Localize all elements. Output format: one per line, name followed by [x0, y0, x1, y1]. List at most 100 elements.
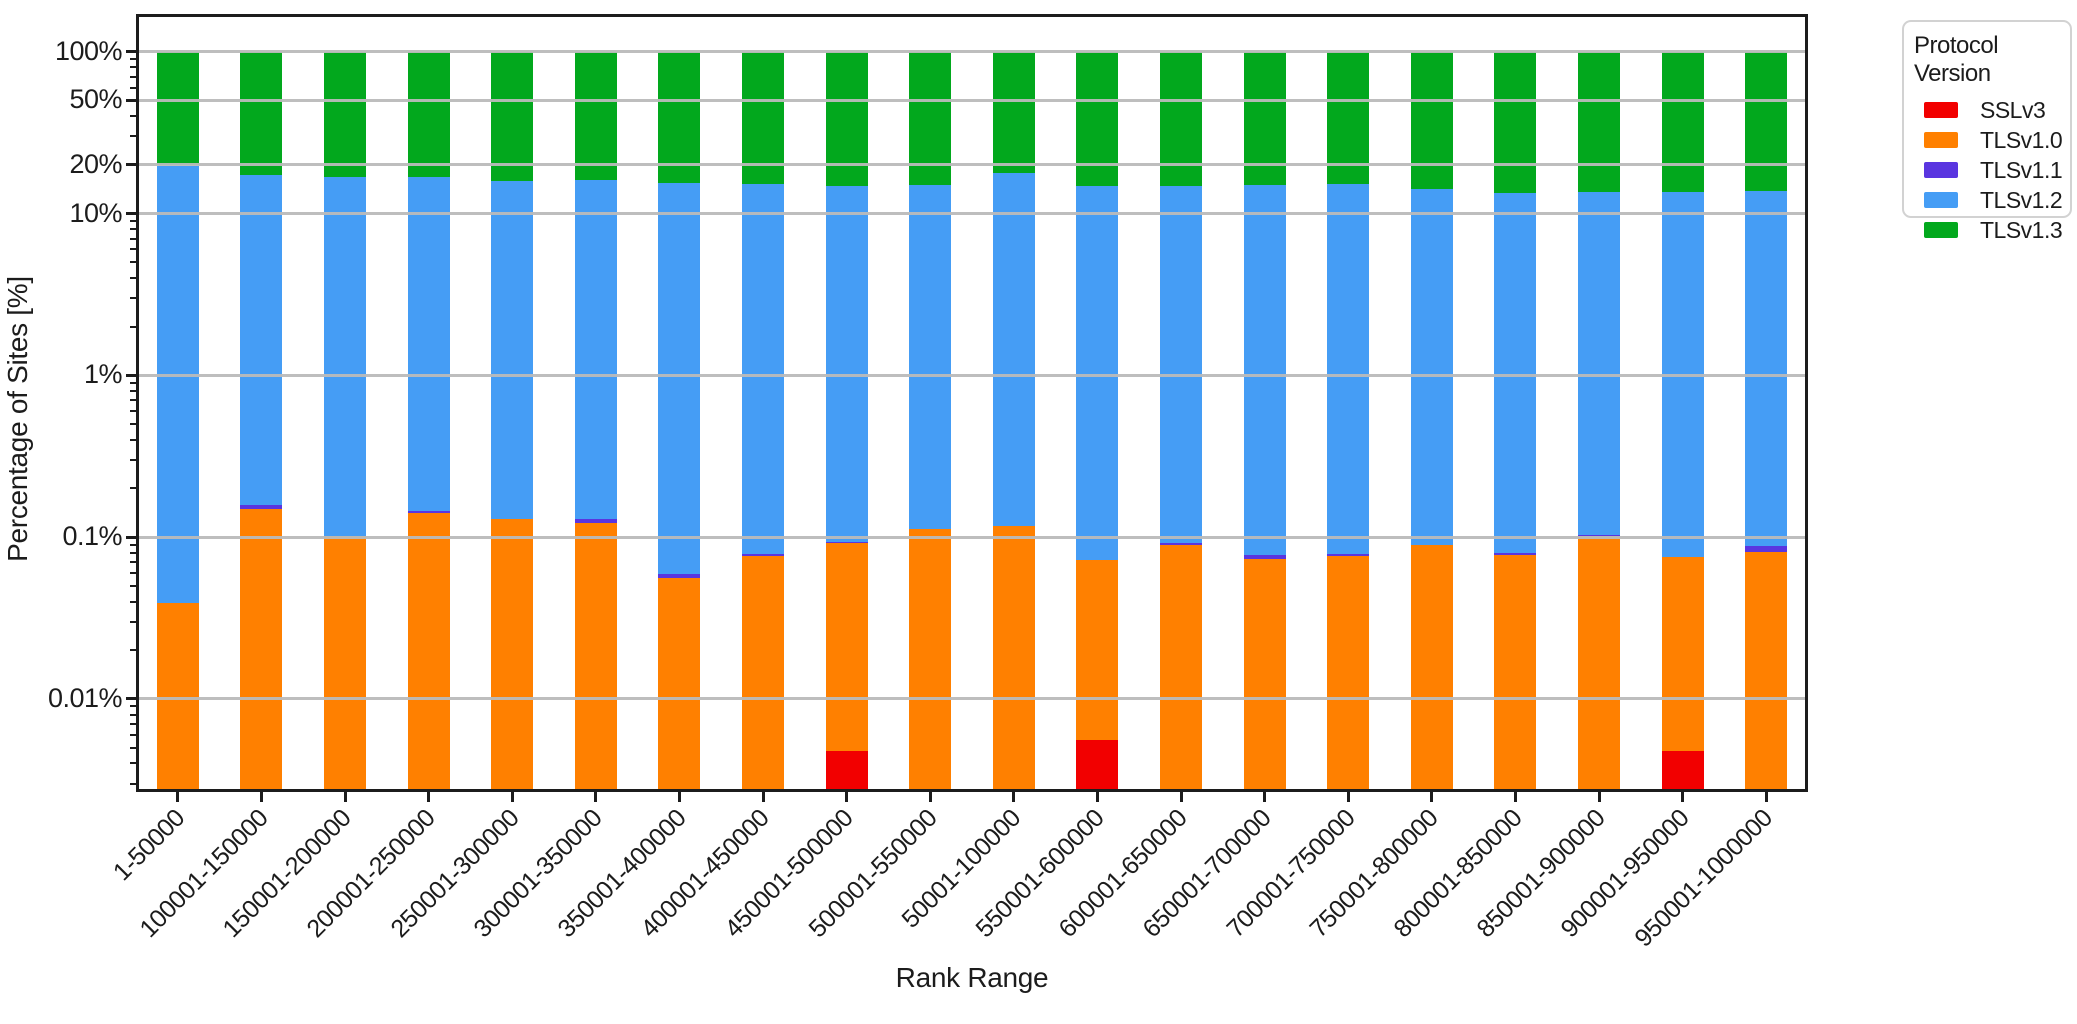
y-minor-tick [130, 551, 136, 554]
bar-segment-TLSv1.2 [491, 181, 534, 519]
bar-segment-TLSv1.2 [1327, 183, 1370, 554]
y-minor-tick [130, 782, 136, 785]
bar-segment-TLSv1.2 [407, 176, 450, 511]
y-tick-label: 0.1% [62, 521, 122, 552]
y-minor-tick [130, 276, 136, 279]
legend-item-SSLv3: SSLv3 [1914, 95, 2062, 125]
y-major-tick [126, 535, 136, 539]
x-tick [594, 792, 598, 802]
y-tick-label: 10% [69, 197, 122, 228]
bar-segment-TLSv1.2 [992, 173, 1035, 527]
bar-segment-TLSv1.1 [1745, 546, 1788, 552]
y-minor-tick [130, 487, 136, 490]
y-gridline [136, 535, 1808, 539]
bar-segment-TLSv1.0 [1410, 544, 1453, 792]
bar-segment-TLSv1.1 [574, 519, 617, 523]
bar-segment-TLSv1.0 [742, 556, 784, 792]
bar-segment-TLSv1.0 [240, 508, 283, 792]
bar-segment-TLSv1.3 [1494, 51, 1537, 193]
bar-segment-TLSv1.0 [992, 526, 1035, 792]
bar-segment-TLSv1.3 [1327, 51, 1370, 184]
x-tick [1179, 792, 1183, 802]
y-major-tick [126, 373, 136, 377]
y-minor-tick [130, 561, 136, 564]
y-major-tick [126, 212, 136, 215]
bar-segment-TLSv1.2 [324, 176, 366, 537]
y-gridline [136, 697, 1808, 701]
y-major-tick [126, 98, 136, 102]
x-tick [427, 792, 431, 802]
y-minor-tick [130, 584, 136, 587]
y-tick-label: 1% [83, 359, 123, 390]
bar-segment-TLSv1.3 [658, 51, 701, 183]
legend-item-label: TLSv1.1 [1980, 156, 2063, 183]
x-tick [259, 792, 263, 802]
bar-segment-TLSv1.3 [1661, 51, 1704, 193]
bar-segment-TLSv1.0 [825, 543, 868, 751]
bar-segment-TLSv1.3 [574, 51, 617, 181]
bar-segment-TLSv1.2 [1745, 191, 1788, 547]
legend-swatch-TLSv1.3 [1924, 222, 1958, 238]
legend-item-label: TLSv1.2 [1980, 186, 2063, 213]
legend-swatch-TLSv1.2 [1924, 192, 1958, 208]
bar-segment-TLSv1.0 [1243, 559, 1286, 792]
bar-segment-TLSv1.3 [324, 51, 366, 177]
bar-segment-TLSv1.1 [407, 511, 450, 514]
y-minor-tick [130, 86, 136, 89]
bar-segment-TLSv1.3 [742, 51, 784, 184]
bar-segment-TLSv1.1 [742, 553, 784, 557]
legend-swatch-TLSv1.0 [1924, 132, 1958, 148]
bar-segment-TLSv1.1 [825, 541, 868, 544]
y-minor-tick [130, 713, 136, 716]
bar-segment-TLSv1.0 [1494, 554, 1537, 792]
y-minor-tick [130, 649, 136, 652]
y-minor-tick [130, 746, 136, 749]
y-minor-tick [130, 705, 136, 708]
bar-segment-TLSv1.0 [1160, 545, 1202, 792]
x-tick [1095, 792, 1099, 802]
legend-item-TLSv1.2: TLSv1.2 [1914, 185, 2063, 215]
y-minor-tick [130, 543, 136, 546]
y-minor-tick [130, 410, 136, 413]
x-tick [1513, 792, 1517, 802]
legend-title: Protocol Version [1914, 32, 1999, 87]
bar-segment-TLSv1.2 [1243, 185, 1286, 555]
x-tick [761, 792, 765, 802]
y-minor-tick [130, 762, 136, 765]
y-tick-label: 50% [69, 84, 122, 115]
y-tick-label: 20% [69, 148, 122, 179]
legend-item-label: TLSv1.0 [1980, 126, 2063, 153]
bar-segment-TLSv1.0 [491, 518, 534, 792]
bar-segment-TLSv1.1 [1243, 554, 1286, 560]
bar-segment-TLSv1.1 [1160, 542, 1202, 546]
bar-segment-TLSv1.0 [1661, 556, 1704, 751]
bar-segment-TLSv1.0 [1745, 551, 1788, 792]
bar-segment-TLSv1.2 [658, 182, 701, 575]
x-tick [928, 792, 932, 802]
bar-segment-TLSv1.3 [909, 51, 952, 185]
bar-segment-TLSv1.2 [825, 185, 868, 542]
bar-segment-TLSv1.1 [1327, 553, 1370, 557]
legend-item-label: TLSv1.3 [1980, 216, 2063, 243]
legend: Protocol Version SSLv3 TLSv1.0 TLSv1.1 TLSv… [1902, 20, 2072, 243]
bar-segment-TLSv1.0 [574, 522, 617, 792]
y-tick-label: 0.01% [47, 682, 123, 713]
bar-segment-TLSv1.2 [1578, 192, 1620, 536]
y-gridline [136, 50, 1808, 54]
y-minor-tick [130, 248, 136, 251]
legend-item-TLSv1.3: TLSv1.3 [1914, 215, 2063, 245]
x-axis-title: Rank Range [895, 962, 1049, 993]
plot-area [136, 14, 1808, 792]
legend-item-label: SSLv3 [1980, 96, 2046, 123]
bar-segment-TLSv1.3 [992, 51, 1035, 173]
bar-segment-TLSv1.0 [1578, 536, 1620, 792]
y-gridline [136, 373, 1808, 377]
y-major-tick [126, 163, 136, 167]
bar-segment-TLSv1.2 [574, 180, 617, 520]
y-tick-label: 100% [54, 35, 123, 66]
y-minor-tick [130, 723, 136, 725]
y-minor-tick [130, 423, 136, 426]
bar-segment-TLSv1.3 [407, 51, 450, 177]
bar-segment-TLSv1.1 [658, 574, 701, 578]
